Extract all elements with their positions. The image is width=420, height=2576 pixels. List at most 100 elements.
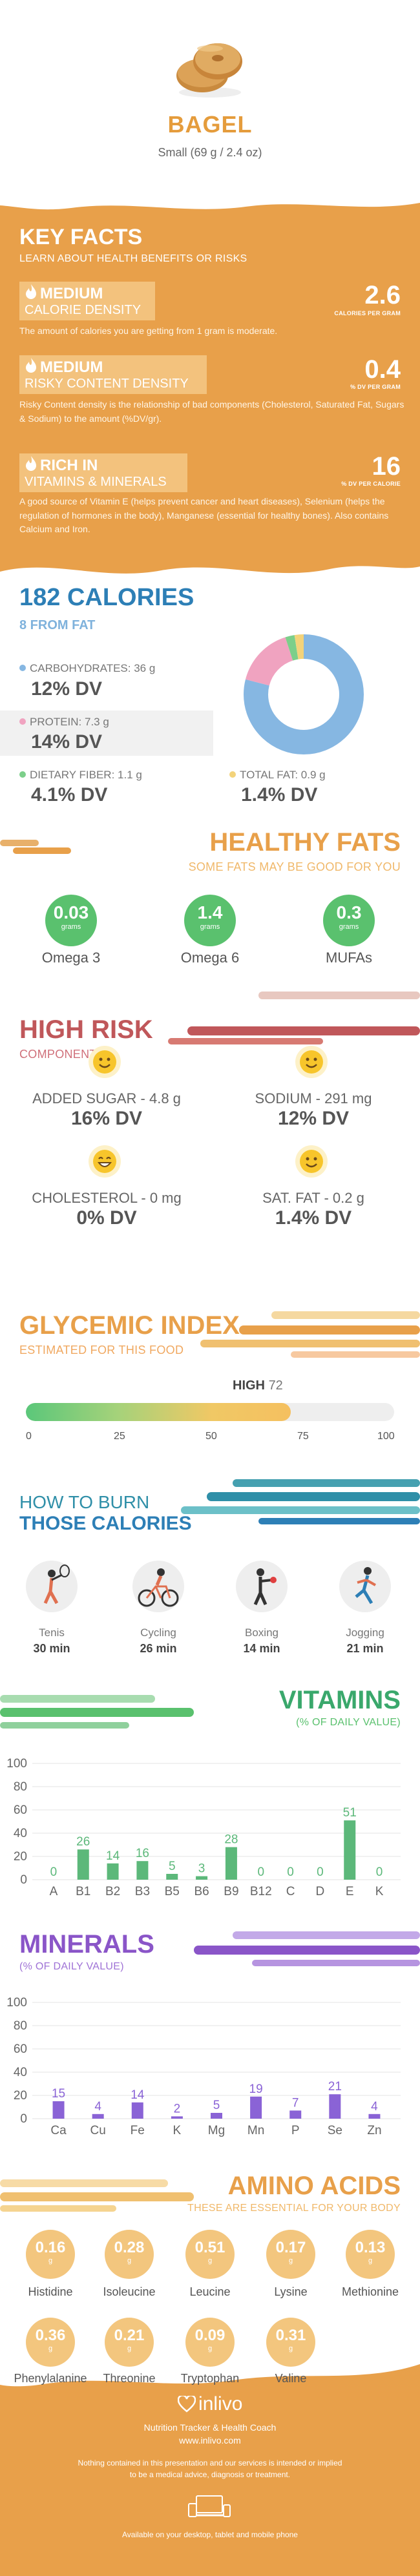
mineral-value-label: 19	[249, 2083, 263, 2096]
vitamin-value-label: 14	[106, 1849, 120, 1863]
tennis-icon	[26, 1561, 78, 1612]
flame-icon	[26, 358, 36, 373]
glycemic-bar-fill	[26, 1403, 291, 1421]
key-facts-section: KEY FACTS LEARN ABOUT HEALTH BENEFITS OR…	[0, 194, 420, 585]
flame-icon	[26, 284, 36, 299]
y-tick-label: 40	[14, 1827, 27, 1840]
risky-content-name: RISKY CONTENT DENSITY	[25, 377, 189, 391]
macro-protein-text: PROTEIN: 7.3 g	[30, 716, 109, 728]
grin-icon	[89, 1145, 121, 1178]
y-tick-label: 80	[14, 1780, 27, 1794]
vitamin-value-label: 0	[257, 1865, 264, 1879]
vitamin-category-label: A	[50, 1885, 58, 1898]
tryptophan-circle: 0.09 g	[185, 2318, 235, 2367]
macro-protein-dv: 14% DV	[31, 731, 103, 753]
amino-decoration	[0, 2179, 194, 2212]
threonine-unit: g	[127, 2345, 132, 2353]
mineral-value-label: 7	[292, 2096, 299, 2110]
mineral-bar	[368, 2114, 381, 2119]
y-tick-label: 60	[14, 2042, 27, 2056]
y-tick-label: 80	[14, 2019, 27, 2033]
food-portion: Small (69 g / 2.4 oz)	[158, 146, 262, 159]
vitamin-bar	[107, 1863, 119, 1880]
isoleucine-name: Isoleucine	[103, 2285, 156, 2298]
vitamins-minerals-level: RICH IN	[40, 457, 98, 474]
calories-title: 182 CALORIES	[19, 584, 194, 611]
isoleucine-value: 0.28	[114, 2239, 145, 2256]
burn-title-2: THOSE CALORIES	[19, 1513, 192, 1534]
high-risk-title: HIGH RISK	[19, 1015, 153, 1044]
calorie-density-level: MEDIUM	[40, 285, 103, 302]
added-sugar-dv: 16% DV	[70, 1108, 143, 1129]
omega6-value: 1.4	[197, 902, 223, 922]
footer-url[interactable]: www.inlivo.com	[179, 2435, 241, 2446]
food-name: BAGEL	[167, 111, 253, 138]
footer-brand: inlivo	[198, 2393, 243, 2415]
sat-fat-label: SAT. FAT - 0.2 g	[262, 1190, 364, 1206]
burn-jogging-time: 21 min	[346, 1642, 384, 1655]
macro-fiber-label: DIETARY FIBER: 1.1 g	[19, 769, 142, 782]
calorie-density-value: 2.6	[364, 281, 401, 309]
heart-icon	[177, 2394, 196, 2413]
y-tick-label: 60	[14, 1803, 27, 1817]
macro-fat-text: TOTAL FAT: 0.9 g	[240, 769, 326, 781]
healthy-fats-subtitle: SOME FATS MAY BE GOOD FOR YOU	[188, 860, 401, 873]
y-tick-label: 20	[14, 1850, 27, 1864]
macro-donut-chart	[244, 634, 364, 754]
tryptophan-name: Tryptophan	[180, 2372, 240, 2385]
lysine-value: 0.17	[275, 2239, 306, 2256]
wave-top-decoration	[0, 194, 420, 210]
vitamin-category-label: B6	[194, 1885, 209, 1898]
donut-slice	[244, 634, 364, 754]
amino-subtitle: THESE ARE ESSENTIAL FOR YOUR BODY	[187, 2203, 401, 2214]
vitamin-category-label: E	[346, 1885, 354, 1898]
footer-tagline: Nutrition Tracker & Health Coach	[143, 2422, 277, 2433]
leucine-name: Leucine	[189, 2285, 231, 2298]
isoleucine-unit: g	[127, 2257, 132, 2265]
omega3-circle: 0.03 grams	[45, 895, 97, 946]
mineral-category-label: Ca	[50, 2124, 67, 2137]
calorie-density-name: CALORIE DENSITY	[25, 303, 142, 317]
phenylalanine-circle: 0.36 g	[26, 2318, 75, 2367]
vitamin-category-label: B5	[165, 1885, 180, 1898]
mineral-category-label: Fe	[131, 2124, 145, 2137]
vitamin-category-label: B1	[76, 1885, 90, 1898]
y-tick-label: 100	[6, 1996, 27, 2010]
threonine-value: 0.21	[114, 2327, 145, 2344]
glycemic-value: 72	[268, 1378, 283, 1393]
risky-content-level: MEDIUM	[40, 358, 103, 376]
sodium-label: SODIUM - 291 mg	[255, 1090, 372, 1106]
risky-content-desc: Risky Content density is the relationshi…	[19, 399, 404, 424]
phenylalanine-name: Phenylalanine	[14, 2372, 87, 2385]
mineral-bar	[92, 2114, 104, 2119]
macro-band	[0, 711, 213, 756]
footer-available: Available on your desktop, tablet and mo…	[122, 2530, 298, 2539]
histidine-name: Histidine	[28, 2285, 73, 2298]
macro-fiber-dv: 4.1% DV	[31, 784, 108, 805]
macro-fiber-text: DIETARY FIBER: 1.1 g	[30, 769, 142, 781]
boxing-icon	[236, 1561, 288, 1612]
smile-icon	[295, 1145, 328, 1178]
burn-cycling-time: 26 min	[140, 1642, 177, 1655]
methionine-value: 0.13	[355, 2239, 386, 2256]
vitamin-value-label: 51	[343, 1806, 357, 1820]
y-tick-label: 40	[14, 2066, 27, 2079]
omega6-circle: 1.4 grams	[184, 895, 236, 946]
added-sugar-label: ADDED SUGAR - 4.8 g	[32, 1090, 181, 1106]
leucine-value: 0.51	[194, 2239, 226, 2256]
amino-title: AMINO ACIDS	[227, 2172, 401, 2200]
cholesterol-dv: 0% DV	[76, 1207, 137, 1229]
vitamin-value-label: 5	[169, 1860, 176, 1873]
burn-tennis-time: 30 min	[33, 1642, 70, 1655]
isoleucine-circle: 0.28 g	[105, 2230, 154, 2279]
vitamins-minerals-value: 16	[372, 452, 401, 481]
burn-tennis-name: Tenis	[39, 1626, 65, 1639]
y-tick-label: 0	[20, 1873, 27, 1887]
fat-dot	[229, 771, 236, 778]
calorie-density-unit: CALORIES PER GRAM	[334, 310, 401, 317]
y-tick-label: 0	[20, 2112, 27, 2126]
macro-carbs-dv: 12% DV	[31, 678, 103, 700]
omega3-name: Omega 3	[41, 950, 101, 966]
wave-bottom-decoration	[0, 566, 420, 585]
vitamin-bar	[344, 1820, 356, 1880]
